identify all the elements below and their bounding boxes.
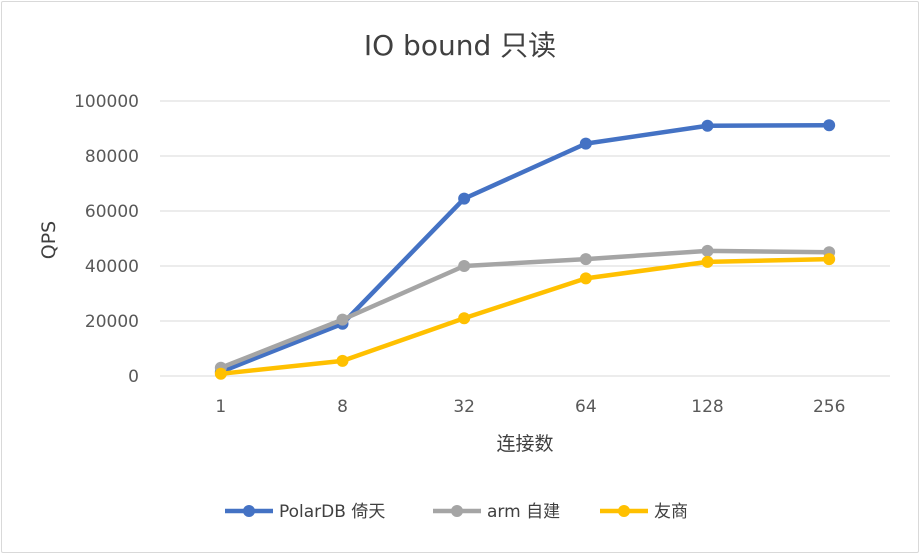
data-point xyxy=(214,367,227,380)
x-tick-label: 128 xyxy=(691,397,723,417)
legend: PolarDB 倚天 arm 自建 友商 xyxy=(225,502,688,522)
data-point xyxy=(458,260,471,272)
data-point xyxy=(579,137,592,150)
data-point xyxy=(701,119,714,132)
y-tick-label: 20000 xyxy=(85,312,139,332)
series-group xyxy=(214,119,836,378)
data-point xyxy=(336,313,349,326)
data-point xyxy=(458,192,471,205)
data-point xyxy=(701,255,714,268)
x-tick-label: 256 xyxy=(813,397,845,417)
x-tick-label: 32 xyxy=(453,397,475,417)
legend-item: arm 自建 xyxy=(433,502,560,522)
chart-title: IO bound 只读 xyxy=(364,29,556,62)
y-tick-label: 40000 xyxy=(85,257,139,277)
legend-point-marker xyxy=(618,505,630,517)
data-point xyxy=(336,354,349,367)
legend-point-marker xyxy=(451,505,463,517)
y-tick-label: 60000 xyxy=(85,202,139,222)
series-line xyxy=(218,248,832,370)
legend-label: arm 自建 xyxy=(487,502,560,522)
legend-item: PolarDB 倚天 xyxy=(225,502,385,522)
x-axis-ticks: 1 8 32 64 128 256 xyxy=(215,397,845,417)
x-tick-label: 64 xyxy=(575,397,597,417)
data-point xyxy=(458,312,471,325)
x-axis-title: 连接数 xyxy=(496,433,553,455)
y-tick-label: 80000 xyxy=(85,147,139,167)
data-point xyxy=(823,119,836,132)
y-axis-ticks: 0 20000 40000 60000 80000 100000 xyxy=(74,92,139,387)
series-lines xyxy=(214,119,836,380)
legend-point-marker xyxy=(243,505,255,517)
data-point xyxy=(579,253,592,266)
x-tick-label: 8 xyxy=(337,397,348,417)
legend-label: 友商 xyxy=(654,502,688,522)
series-line xyxy=(218,122,832,375)
series-group xyxy=(214,244,836,374)
gridlines xyxy=(160,100,890,377)
y-tick-label: 100000 xyxy=(74,92,139,112)
data-point xyxy=(579,272,592,285)
data-point xyxy=(823,253,836,266)
y-tick-label: 0 xyxy=(128,367,139,387)
data-point xyxy=(701,244,714,257)
legend-item: 友商 xyxy=(600,502,688,522)
legend-label: PolarDB 倚天 xyxy=(279,502,385,522)
x-tick-label: 1 xyxy=(215,397,226,417)
series-group xyxy=(214,253,836,380)
y-axis-title: QPS xyxy=(38,221,60,259)
series-line xyxy=(218,256,832,377)
